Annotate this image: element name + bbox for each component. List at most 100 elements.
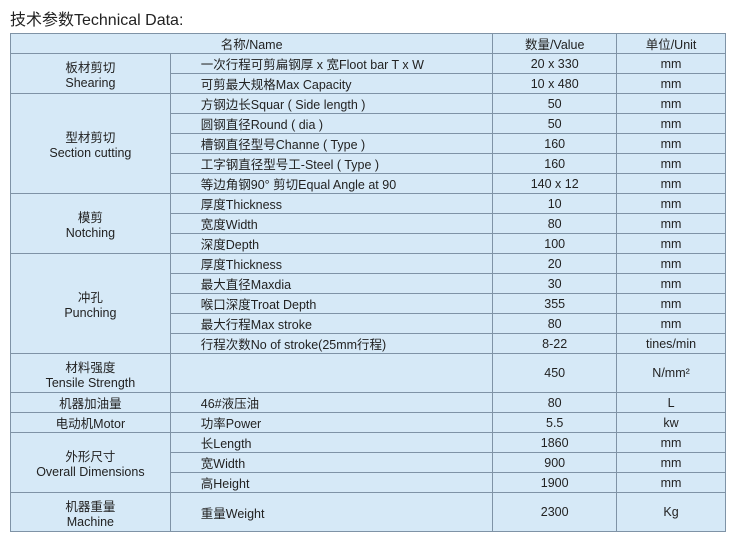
cell-unit: mm	[616, 193, 726, 214]
cell-unit: kw	[616, 412, 726, 433]
table-row: 工字钢直径型号工-Steel ( Type ) 160 mm	[11, 153, 726, 174]
group-label-line: 材料强度	[65, 360, 116, 375]
cell-unit: mm	[616, 253, 726, 274]
cell-value: 20	[492, 253, 618, 274]
group-label: 外形尺寸 Overall Dimensions	[10, 432, 171, 493]
group-label-line: Machine	[66, 514, 115, 529]
cell-name: 宽Width	[169, 452, 494, 473]
cell-name: 工字钢直径型号工-Steel ( Type )	[169, 153, 494, 174]
cell-name: 46#液压油	[169, 392, 494, 413]
cell-value: 8-22	[492, 333, 618, 354]
header-value: 数量/Value	[492, 33, 618, 54]
cell-value: 100	[492, 233, 618, 254]
group-label-line: 模剪	[77, 211, 103, 225]
group-label-line: 冲孔	[77, 291, 103, 305]
group-label: 材料强度 Tensile Strength	[10, 353, 171, 393]
cell-value: 1900	[492, 472, 618, 493]
cell-value: 30	[492, 273, 618, 294]
cell-name: 方钢边长Squar ( Side length )	[169, 93, 494, 114]
cell-unit: mm	[616, 432, 726, 453]
table-row: 模剪 Notching 厚度Thickness 10 mm	[10, 193, 726, 254]
technical-data-table: 名称/Name 数量/Value 单位/Unit 板材剪切 Shearing 一次行…	[9, 33, 726, 532]
cell-name: 宽度Width	[169, 213, 494, 234]
page-title: 技术参数Technical Data:	[10, 12, 184, 29]
group-label-line: 型材剪切	[65, 131, 116, 145]
group-label: 冲孔 Punching	[10, 253, 171, 354]
cell-value: 50	[492, 113, 618, 134]
table-row: 外形尺寸 Overall Dimensions 长Length 1860 mm	[10, 432, 726, 493]
cell-unit: mm	[616, 472, 726, 493]
group-label-line: 机器加油量	[59, 397, 122, 411]
cell-value: 900	[492, 452, 618, 473]
cell-unit: mm	[616, 273, 726, 294]
group-label-line: 电动机Motor	[55, 417, 126, 431]
table-row: 冲孔 Punching 厚度Thickness 20 mm	[10, 253, 726, 354]
cell-unit: mm	[616, 233, 726, 254]
cell-name: 圆钢直径Round ( dia )	[169, 113, 494, 134]
cell-unit: mm	[616, 73, 726, 94]
group-label: 板材剪切 Shearing	[10, 53, 171, 94]
cell-name: 一次行程可剪扁钢厚 x 宽Floot bar T x W	[169, 53, 494, 74]
table-row: 圆钢直径Round ( dia ) 50 mm	[11, 113, 726, 134]
cell-value: 5.5	[492, 412, 618, 433]
cell-name: 厚度Thickness	[169, 253, 494, 274]
group-label-line: Notching	[65, 226, 116, 240]
header-unit: 单位/Unit	[616, 33, 726, 54]
table-row: 最大行程Max stroke 80 mm	[11, 313, 726, 334]
cell-unit: mm	[616, 213, 726, 234]
table-header-row: 名称/Name 数量/Value 单位/Unit	[9, 33, 726, 54]
cell-name: 最大行程Max stroke	[169, 313, 494, 334]
cell-unit: mm	[616, 173, 726, 194]
cell-value: 20 x 330	[492, 53, 618, 74]
cell-value: 80	[492, 213, 618, 234]
cell-unit: mm	[616, 53, 726, 74]
table-row: 等边角钢90° 剪切Equal Angle at 90 140 x 12 mm	[11, 173, 726, 194]
table-row: 行程次数No of stroke(25mm行程) 8-22 tines/min	[11, 333, 726, 354]
group-label-line: 机器重量	[65, 499, 116, 514]
group-label: 电动机Motor	[10, 412, 171, 433]
cell-value: 10 x 480	[492, 73, 618, 94]
cell-value: 160	[492, 153, 618, 174]
table-row: 宽度Width 80 mm	[11, 213, 726, 234]
cell-name: 深度Depth	[169, 233, 494, 254]
table-row: 电动机Motor 功率Power 5.5 kw	[10, 412, 726, 433]
cell-unit: L	[616, 392, 726, 413]
cell-value: 1860	[492, 432, 618, 453]
group-label: 机器加油量	[10, 392, 171, 413]
cell-unit: mm	[616, 113, 726, 134]
group-label-line: Overall Dimensions	[36, 465, 145, 479]
cell-unit: mm	[616, 153, 726, 174]
table-row: 宽Width 900 mm	[11, 452, 726, 473]
table-row: 型材剪切 Section cutting 方钢边长Squar ( Side leng…	[10, 93, 726, 194]
cell-unit: mm	[616, 93, 726, 114]
cell-unit: mm	[616, 313, 726, 334]
cell-value: 160	[492, 133, 618, 154]
cell-value: 80	[492, 392, 618, 413]
group-label-line: Tensile Strength	[45, 375, 136, 390]
cell-unit: mm	[616, 293, 726, 314]
table-row: 板材剪切 Shearing 一次行程可剪扁钢厚 x 宽Floot bar T x W…	[10, 53, 726, 94]
cell-name: 长Length	[169, 432, 494, 453]
cell-name: 重量Weight	[169, 492, 494, 532]
group-label-line: 外形尺寸	[65, 450, 116, 464]
cell-unit: Kg	[616, 492, 726, 532]
table-row: 可剪最大规格Max Capacity 10 x 480 mm	[11, 73, 726, 94]
cell-value: 50	[492, 93, 618, 114]
cell-name: 行程次数No of stroke(25mm行程)	[169, 333, 494, 354]
cell-name: 最大直径Maxdia	[169, 273, 494, 294]
group-label: 模剪 Notching	[10, 193, 171, 254]
cell-unit: N/mm²	[616, 353, 726, 393]
cell-name: 高Height	[169, 472, 494, 493]
cell-unit: mm	[616, 452, 726, 473]
group-label: 型材剪切 Section cutting	[10, 93, 171, 194]
group-label-line: Shearing	[65, 76, 116, 90]
cell-value: 450	[492, 353, 618, 393]
cell-name: 厚度Thickness	[169, 193, 494, 214]
cell-unit: mm	[616, 133, 726, 154]
cell-name: 喉口深度Troat Depth	[169, 293, 494, 314]
group-label-line: Punching	[64, 306, 117, 320]
cell-unit: tines/min	[616, 333, 726, 354]
group-label-line: Section cutting	[49, 146, 132, 160]
cell-value: 10	[492, 193, 618, 214]
cell-value: 2300	[492, 492, 618, 532]
